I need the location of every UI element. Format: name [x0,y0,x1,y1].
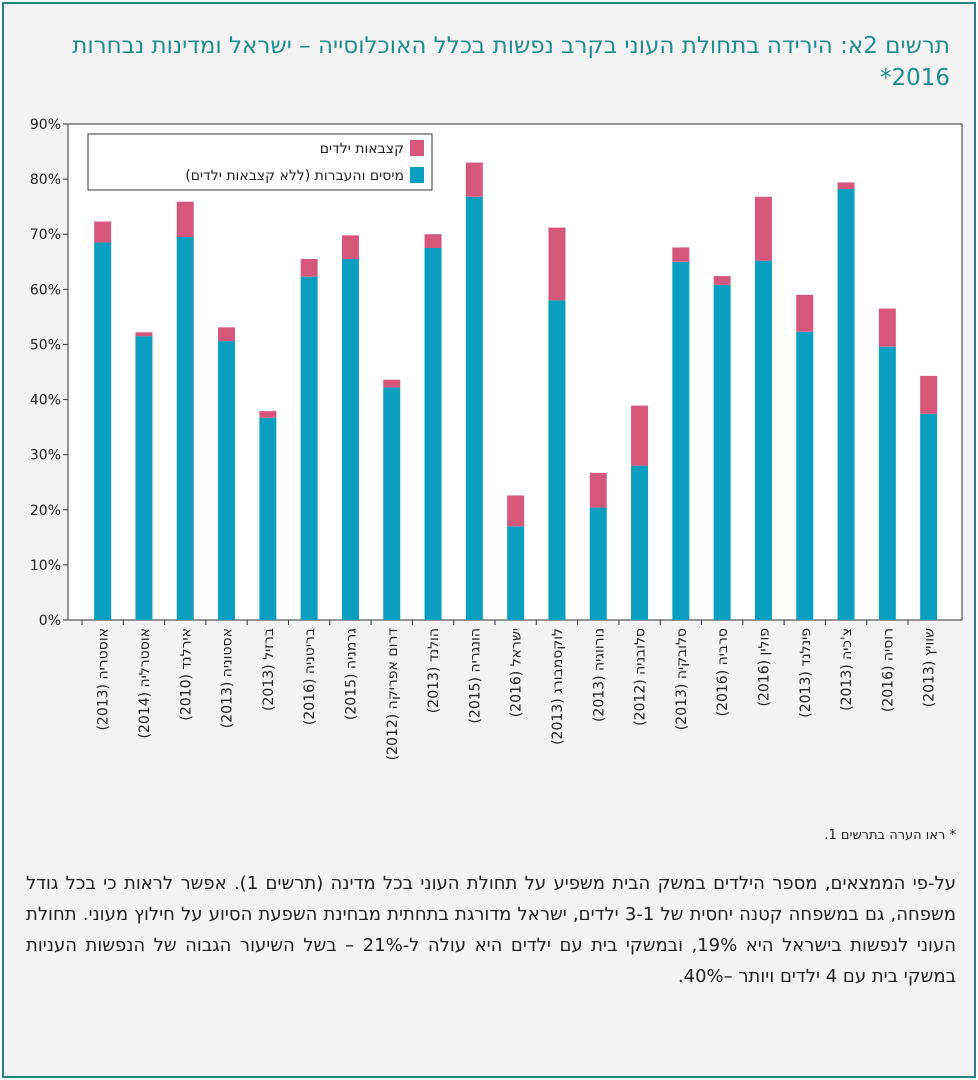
x-tick-label: אוסטריה (2013) [96,628,112,731]
x-tick-label: דרום אפריקה (2012) [385,628,401,761]
bar-segment [465,196,483,620]
title: תרשים 2א: הירידה בתחולת העוני בקרב נפשות… [72,33,950,91]
bar-segment [589,472,607,508]
bar-segment [507,526,525,620]
x-tick-label: ברזיל (2013) [261,628,277,711]
x-tick-label: רוסיה (2016) [880,628,896,712]
x-tick-label: אוסטרליה (2014) [137,628,153,739]
x-tick-label: אירלנד (2010) [178,628,194,721]
bar-segment [135,332,153,337]
bar-segment [507,495,525,527]
y-tick-label: 70% [30,227,61,243]
bar-segment [259,417,277,620]
x-tick-label: שוויץ (2013) [922,628,938,707]
bar-segment [920,375,938,414]
x-tick-label: ישראל (2016) [509,628,525,717]
bar-segment [589,507,607,620]
legend-box [87,133,433,191]
x-tick-label: סרביה (2016) [715,628,731,716]
bar-segment [383,379,401,388]
bar-segment [94,221,112,243]
x-tick-label: לוקסמבורג (2013) [550,628,566,745]
x-tick-label: סלובניה (2012) [633,628,649,726]
legend-swatch [410,167,424,183]
bar-segment [837,182,855,190]
bar-segment [878,308,896,347]
bar-segment [94,242,112,620]
bar-segment [341,259,359,620]
bar-segment [465,162,483,197]
bar-segment [837,189,855,620]
y-tick-label: 90% [30,117,61,133]
bar-segment [713,276,731,285]
x-tick-label: אסטוניה (2013) [220,628,236,728]
bar-segment [920,413,938,620]
bar-segment [424,248,442,620]
bar-segment [631,465,649,620]
bar-segment [878,346,896,620]
bar-segment [300,259,318,277]
bar-segment [672,247,690,262]
bar-segment [135,336,153,620]
x-tick-label: פולין (2016) [756,628,772,706]
legend-swatch [410,140,424,156]
bar-segment [259,411,277,418]
bar-segment [300,276,318,620]
legend-label: קצבאות ילדים [320,141,404,157]
footnote: * ראו הערה בתרשים 1. [824,828,956,843]
bar-segment [548,300,566,620]
x-tick-label: גרמניה (2015) [343,628,359,720]
y-tick-label: 80% [30,172,61,188]
x-tick-label: סלובקיה (2013) [674,628,690,730]
y-tick-label: 60% [30,282,61,298]
y-tick-label: 50% [30,337,61,353]
bar-segment [383,387,401,620]
bar-segment [796,294,814,332]
bar-segment [341,235,359,260]
x-tick-label: פינלנד (2013) [798,628,814,718]
x-tick-label: הונגריה (2015) [467,628,483,724]
y-tick-label: 30% [30,448,61,464]
legend-label: מיסים והעברות (ללא קצבאות ילדים) [185,168,404,184]
y-tick-label: 40% [30,393,61,409]
bar-segment [796,331,814,620]
bar-segment [713,284,731,620]
y-tick-label: 0% [39,613,61,629]
x-tick-label: צ'כיה (2013) [839,628,855,711]
bar-segment [176,201,194,237]
bar-segment [631,405,649,466]
bar-segment [218,327,236,342]
paragraph: על-פי הממצאים, מספר הילדים במשק הבית משפ… [26,873,957,987]
y-tick-label: 20% [30,503,61,519]
bar-segment [218,341,236,620]
chart: 0% 10% 20% 30% 40% 50% 60% 70% 80% 90% אוסטריה (20… [30,117,963,761]
x-tick-label: נורווגיה (2013) [591,628,607,722]
bar-segment [176,236,194,620]
x-tick-label: בריטניה (2016) [302,628,318,725]
y-tick-label: 10% [30,558,61,574]
bar-segment [672,261,690,620]
bar-segment [754,196,772,261]
bar-segment [424,234,442,248]
bar-segment [754,260,772,620]
x-tick-label: הולנד (2013) [426,628,442,713]
bar-segment [548,227,566,301]
